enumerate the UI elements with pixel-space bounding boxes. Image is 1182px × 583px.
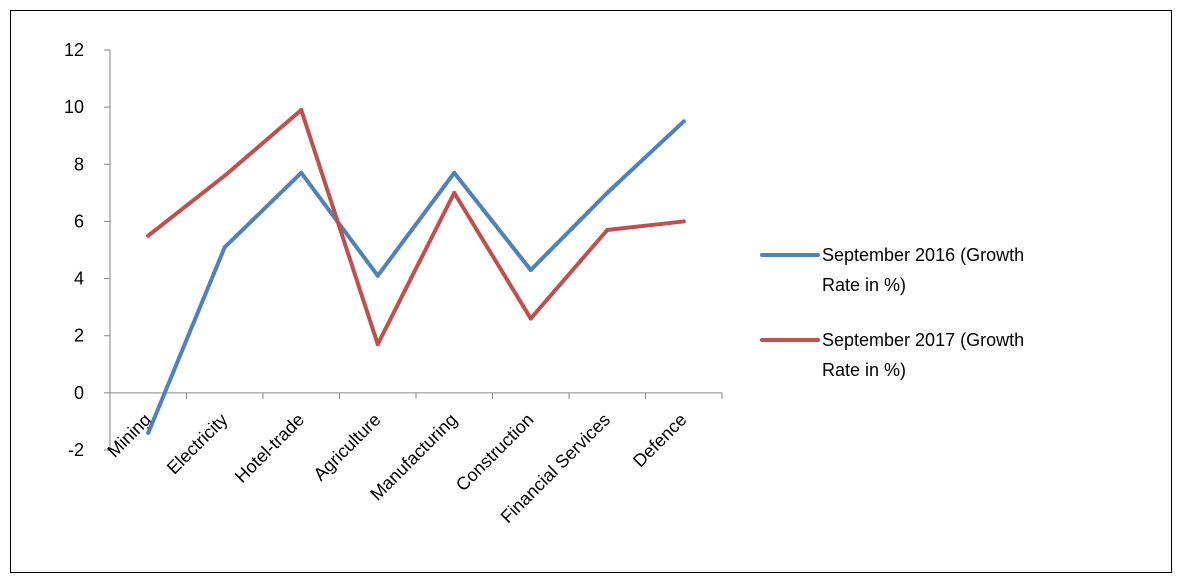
x-category-label: Construction bbox=[452, 410, 538, 496]
series-2-point bbox=[528, 316, 533, 321]
series-1-point bbox=[222, 245, 227, 250]
x-category-label: Hotel-trade bbox=[231, 410, 308, 487]
series-1-point bbox=[299, 170, 304, 175]
legend-label-1: Rate in %) bbox=[822, 275, 906, 295]
series-1-point bbox=[146, 430, 151, 435]
legend-label-1: September 2016 (Growth bbox=[822, 245, 1024, 265]
y-tick-label: 12 bbox=[64, 40, 84, 60]
x-category-label: Defence bbox=[629, 410, 691, 472]
series-1-point bbox=[681, 119, 686, 124]
x-category-label: Electricity bbox=[163, 410, 232, 479]
y-tick-label: 10 bbox=[64, 97, 84, 117]
y-tick-label: -2 bbox=[68, 440, 84, 460]
series-line-2 bbox=[146, 108, 686, 347]
y-tick-label: 0 bbox=[74, 383, 84, 403]
series-2-point bbox=[375, 342, 380, 347]
y-tick-label: 2 bbox=[74, 326, 84, 346]
series-2-point bbox=[681, 219, 686, 224]
series-2-point bbox=[605, 228, 610, 232]
x-category-label: Agriculture bbox=[310, 410, 385, 485]
series-1-point bbox=[375, 273, 380, 278]
series-2-point bbox=[146, 233, 151, 238]
legend-label-2: September 2017 (Growth bbox=[822, 330, 1024, 350]
series-2-point bbox=[299, 108, 304, 112]
series-line-1 bbox=[146, 119, 686, 435]
y-tick-label: 4 bbox=[74, 269, 84, 289]
legend-label-2: Rate in %) bbox=[822, 360, 906, 380]
series-2-point bbox=[452, 190, 457, 195]
series-1-point bbox=[605, 190, 610, 195]
y-tick-label: 6 bbox=[74, 211, 84, 231]
series-2-point bbox=[222, 173, 227, 178]
series-1-point bbox=[452, 170, 457, 175]
series-1-point bbox=[528, 268, 533, 272]
y-tick-label: 8 bbox=[74, 154, 84, 174]
chart-frame bbox=[10, 10, 1172, 573]
x-category-label: Mining bbox=[103, 410, 155, 462]
